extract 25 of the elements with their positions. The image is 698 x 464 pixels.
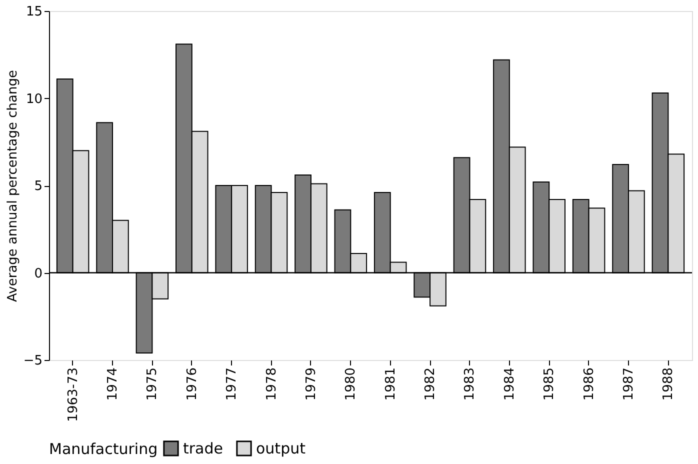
x-tick-label: 1985: [542, 368, 558, 401]
x-tick-label: 1987: [621, 368, 636, 401]
y-axis-title: Average annual percentage change: [5, 70, 20, 302]
x-tick-label: 1979: [304, 368, 319, 401]
legend-title: Manufacturing: [49, 440, 158, 458]
x-tick-label: 1983: [462, 368, 478, 401]
x-tick-label: 1976: [184, 368, 200, 401]
x-tick-label: 1978: [264, 368, 280, 401]
x-tick-label: 1981: [383, 368, 398, 401]
x-tick-label: 1988: [661, 368, 676, 401]
legend-label: output: [256, 439, 306, 458]
x-tick-label: 1986: [582, 368, 597, 401]
x-tick-label: 1974: [106, 368, 121, 401]
y-tick-label: 15: [26, 4, 42, 20]
x-tick-label: 1980: [344, 368, 359, 401]
x-tick-label: 1984: [502, 368, 518, 401]
x-tick-label: 1963-73: [66, 368, 81, 422]
x-tick-label: 1975: [145, 368, 160, 401]
y-tick-label: −5: [23, 354, 42, 368]
y-tick-label: 10: [26, 92, 42, 107]
legend-label: trade: [183, 439, 223, 458]
y-tick-label: 5: [34, 179, 42, 194]
x-tick-label: 1982: [423, 368, 438, 401]
y-tick-label: 0: [34, 266, 42, 282]
x-tick-label: 1977: [224, 368, 240, 401]
